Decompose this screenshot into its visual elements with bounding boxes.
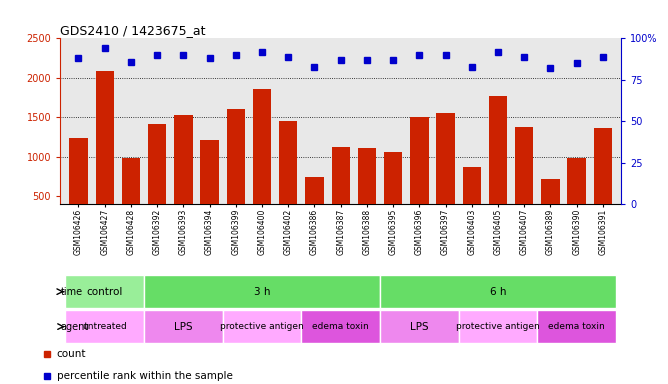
Bar (594, 129, 612, 204)
Text: agent: agent (60, 321, 89, 332)
Bar (226, 109, 245, 204)
Text: 6 h: 6 h (490, 286, 506, 297)
Bar (65, 310, 144, 343)
Text: LPS: LPS (410, 321, 429, 332)
Bar (515, 127, 534, 204)
Text: count: count (57, 349, 86, 359)
Bar (380, 275, 616, 308)
Text: edema toxin: edema toxin (548, 322, 605, 331)
Bar (69, 138, 88, 204)
Bar (144, 275, 380, 308)
Bar (489, 96, 507, 204)
Bar (96, 71, 114, 204)
Text: protective antigen: protective antigen (456, 322, 540, 331)
Text: LPS: LPS (174, 321, 192, 332)
Bar (380, 310, 459, 343)
Bar (301, 310, 380, 343)
Text: percentile rank within the sample: percentile rank within the sample (57, 371, 232, 381)
Bar (459, 310, 537, 343)
Text: time: time (60, 286, 83, 297)
Bar (222, 310, 301, 343)
Bar (384, 152, 402, 204)
Bar (65, 275, 144, 308)
Bar (122, 158, 140, 204)
Bar (144, 310, 222, 343)
Text: control: control (87, 286, 123, 297)
Bar (410, 118, 428, 204)
Bar (537, 310, 616, 343)
Bar (331, 147, 350, 204)
Text: untreated: untreated (82, 322, 127, 331)
Bar (358, 148, 376, 204)
Bar (568, 158, 586, 204)
Bar (436, 113, 455, 204)
Text: edema toxin: edema toxin (313, 322, 369, 331)
Bar (148, 124, 166, 204)
Bar (253, 89, 271, 204)
Bar (463, 167, 481, 204)
Bar (279, 121, 297, 204)
Bar (200, 140, 218, 204)
Bar (174, 115, 192, 204)
Bar (541, 179, 560, 204)
Bar (305, 177, 323, 204)
Text: 3 h: 3 h (254, 286, 271, 297)
Text: protective antigen: protective antigen (220, 322, 304, 331)
Text: GDS2410 / 1423675_at: GDS2410 / 1423675_at (60, 24, 206, 37)
